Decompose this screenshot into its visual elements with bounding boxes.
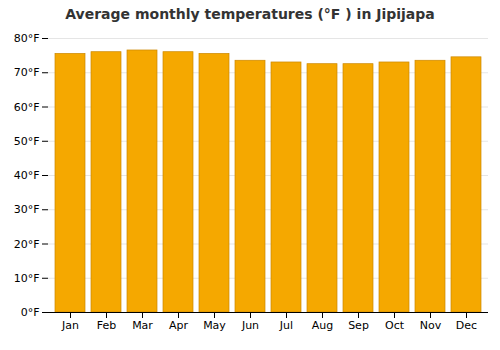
svg-text:20°F: 20°F (14, 238, 40, 251)
svg-text:Dec: Dec (456, 319, 477, 332)
svg-text:May: May (203, 319, 226, 332)
svg-text:50°F: 50°F (14, 135, 40, 148)
svg-text:Mar: Mar (132, 319, 153, 332)
svg-text:10°F: 10°F (14, 272, 40, 285)
svg-text:Aug: Aug (312, 319, 333, 332)
svg-text:70°F: 70°F (14, 66, 40, 79)
svg-text:60°F: 60°F (14, 101, 40, 114)
svg-text:Jul: Jul (279, 319, 293, 332)
svg-text:Apr: Apr (169, 319, 189, 332)
html-text:Average monthly temperatures (: Average monthly temperatures (°F ) in Ji… (65, 6, 435, 22)
svg-text:Nov: Nov (420, 319, 442, 332)
svg-text:80°F: 80°F (14, 32, 40, 45)
svg-text:Sep: Sep (348, 319, 369, 332)
svg-text:Jun: Jun (241, 319, 259, 332)
svg-text:Jan: Jan (61, 319, 79, 332)
svg-text:0°F: 0°F (21, 306, 40, 319)
svg-text:Oct: Oct (385, 319, 405, 332)
svg-text:Feb: Feb (97, 319, 116, 332)
svg-text:30°F: 30°F (14, 203, 40, 216)
svg-text:40°F: 40°F (14, 169, 40, 182)
